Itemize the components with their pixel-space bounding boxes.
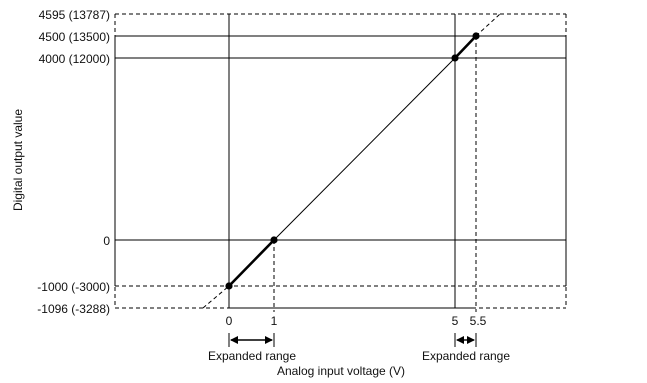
y-tick-label: -1096 (-3288): [37, 302, 110, 316]
y-tick-label: 0: [103, 234, 110, 248]
plot-frame: [114, 13, 567, 309]
vertical-lines: [228, 14, 477, 312]
y-tick-label: 4500 (13500): [39, 30, 110, 44]
extension-lower: [202, 285, 230, 309]
point-0: [225, 282, 233, 290]
expanded-range-label-left: Expanded range: [208, 349, 296, 363]
x-tick-label: 5.5: [470, 314, 487, 328]
conversion-extensions: [202, 13, 501, 309]
y-tick-label: -1000 (-3000): [37, 280, 110, 294]
expanded-segment-upper: [453, 34, 478, 60]
point-1: [270, 236, 278, 244]
conversion-line-normal: [273, 57, 456, 241]
expanded-range-arrows: [228, 333, 477, 347]
expanded-range-label-right: Expanded range: [422, 349, 510, 363]
x-tick-label: 0: [226, 314, 233, 328]
expanded-segment-lower: [227, 238, 276, 288]
y-tick-label: 4000 (12000): [39, 52, 110, 66]
conversion-expanded-segments: [227, 34, 478, 288]
point-5: [451, 54, 459, 62]
x-tick-label: 5: [452, 314, 459, 328]
y-tick-label: 4595 (13787): [39, 8, 110, 22]
y-axis-title: Digital output value: [11, 109, 25, 211]
points: [225, 32, 480, 290]
y-tick-labels: 4595 (13787) 4500 (13500) 4000 (12000) 0…: [37, 8, 110, 316]
horizontal-lines: [115, 35, 566, 287]
extension-upper: [475, 13, 501, 37]
x-axis-title: Analog input voltage (V): [277, 364, 405, 378]
x-tick-label: 1: [271, 314, 278, 328]
x-tick-labels: 0 1 5 5.5: [226, 314, 487, 328]
point-5-5: [472, 32, 480, 40]
